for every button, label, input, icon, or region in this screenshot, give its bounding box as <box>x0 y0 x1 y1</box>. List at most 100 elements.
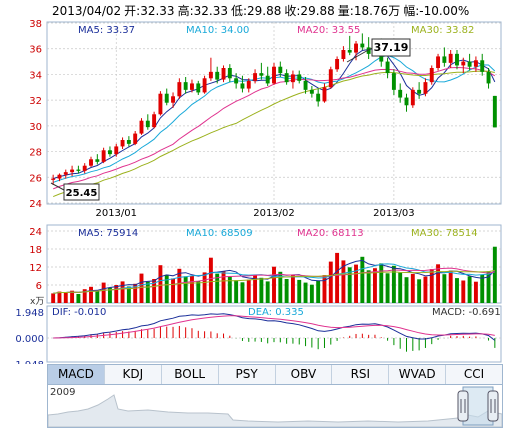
price-x-axis: 2013/01 2013/02 2013/03 <box>95 208 414 219</box>
tab-rsi[interactable]: RSI <box>332 365 390 384</box>
candle <box>107 146 112 157</box>
volume-bar <box>290 275 295 303</box>
candle <box>227 64 232 83</box>
volume-bar <box>240 282 245 303</box>
volume-bar <box>455 278 459 303</box>
volume-bar <box>379 263 384 303</box>
price-x-tick: 2013/01 <box>95 208 137 219</box>
volume-bar <box>272 266 276 303</box>
price-y-tick: 34 <box>29 70 42 81</box>
volume-bar <box>133 283 138 303</box>
candle <box>366 37 371 59</box>
candle <box>328 66 333 89</box>
volume-bar <box>183 276 188 303</box>
volume-bar <box>259 277 264 303</box>
volume-bar <box>335 252 340 303</box>
candle <box>316 88 321 107</box>
high-marker: 37.19 <box>346 38 411 63</box>
volume-bar <box>246 279 251 303</box>
candle <box>202 75 207 94</box>
candle <box>265 66 270 86</box>
candle <box>70 165 75 176</box>
tab-kdj[interactable]: KDJ <box>105 365 162 384</box>
price-y-tick: 36 <box>29 45 42 56</box>
candle <box>341 46 346 62</box>
volume-bar <box>221 271 226 303</box>
navigator-left-handle[interactable] <box>457 390 469 422</box>
candle <box>303 77 308 94</box>
quote-open: 开:32.33 <box>124 4 175 18</box>
volume-bar <box>303 282 308 303</box>
volume-ma5-label: MA5: 75914 <box>78 228 138 239</box>
candle <box>322 83 327 103</box>
candle <box>461 57 466 74</box>
candle <box>442 47 447 67</box>
price-y-tick: 28 <box>29 148 42 159</box>
candle <box>278 61 283 77</box>
volume-bar <box>316 280 321 303</box>
volume-bar <box>473 281 478 303</box>
volume-bar <box>120 281 125 303</box>
quote-info-bar: 2013/04/02 开:32.33 高:32.33 低:29.88 收:29.88 量:… <box>52 2 512 18</box>
volume-ma10-label: MA10: 68509 <box>186 228 253 239</box>
volume-bar <box>391 265 396 303</box>
volume-bar <box>385 273 390 303</box>
volume-unit: x万 <box>30 297 44 307</box>
candle <box>309 86 314 98</box>
candle <box>253 69 258 84</box>
tab-wvad[interactable]: WVAD <box>389 365 447 384</box>
candle <box>51 174 56 185</box>
volume-bar <box>57 291 62 303</box>
macd-y-tick: -1.948 <box>12 360 44 364</box>
macd-dif-label: DIF: -0.010 <box>52 307 106 318</box>
price-y-tick: 38 <box>29 19 42 30</box>
quote-volume: 量:18.76万 <box>337 4 401 18</box>
indicator-tabs: MACD KDJ BOLL PSY OBV RSI WVAD CCI <box>47 364 503 385</box>
volume-bar <box>76 294 81 303</box>
candle <box>410 87 415 108</box>
candle <box>246 78 251 93</box>
tab-cci[interactable]: CCI <box>463 367 485 381</box>
volume-bar <box>448 270 453 303</box>
volume-bar <box>63 292 68 303</box>
quote-change: 幅:-10.00% <box>403 4 470 18</box>
volume-bar <box>107 287 112 303</box>
tab-psy[interactable]: PSY <box>219 365 276 384</box>
volume-bar <box>139 273 144 303</box>
candle <box>385 57 390 79</box>
price-ma30-line <box>53 70 495 198</box>
volume-bar <box>398 272 403 303</box>
volume-bar <box>309 284 314 303</box>
volume-bar <box>253 274 258 303</box>
candle <box>290 70 295 89</box>
candle <box>215 66 220 84</box>
tab-boll[interactable]: BOLL <box>162 365 219 384</box>
volume-ma30-label: MA30: 78514 <box>411 228 478 239</box>
volume-bar <box>177 268 182 303</box>
candle <box>63 169 68 179</box>
candle <box>398 83 403 103</box>
volume-bar <box>234 280 239 303</box>
time-navigator[interactable]: 2009 <box>47 384 503 428</box>
volume-bar <box>328 261 333 303</box>
volume-bar <box>126 286 131 303</box>
tab-macd[interactable]: MACD <box>48 365 105 384</box>
tab-obv[interactable]: OBV <box>276 365 333 384</box>
candle <box>158 91 163 116</box>
stock-chart[interactable]: 24 26 28 30 32 34 36 38 2013/01 2013/02 2013/03 M… <box>0 0 522 364</box>
candle <box>120 137 125 149</box>
quote-low: 低:29.88 <box>230 4 282 18</box>
candle <box>391 69 396 95</box>
volume-bar <box>51 293 56 303</box>
candle <box>284 69 289 85</box>
candle <box>455 50 459 70</box>
navigator-right-handle[interactable] <box>487 390 499 422</box>
candle <box>171 92 175 108</box>
volume-bar <box>190 275 194 303</box>
candle <box>133 131 138 146</box>
volume-bar <box>196 281 201 303</box>
volume-bar <box>341 260 346 303</box>
candle <box>436 53 441 71</box>
candle <box>234 73 239 89</box>
candle <box>177 78 182 99</box>
